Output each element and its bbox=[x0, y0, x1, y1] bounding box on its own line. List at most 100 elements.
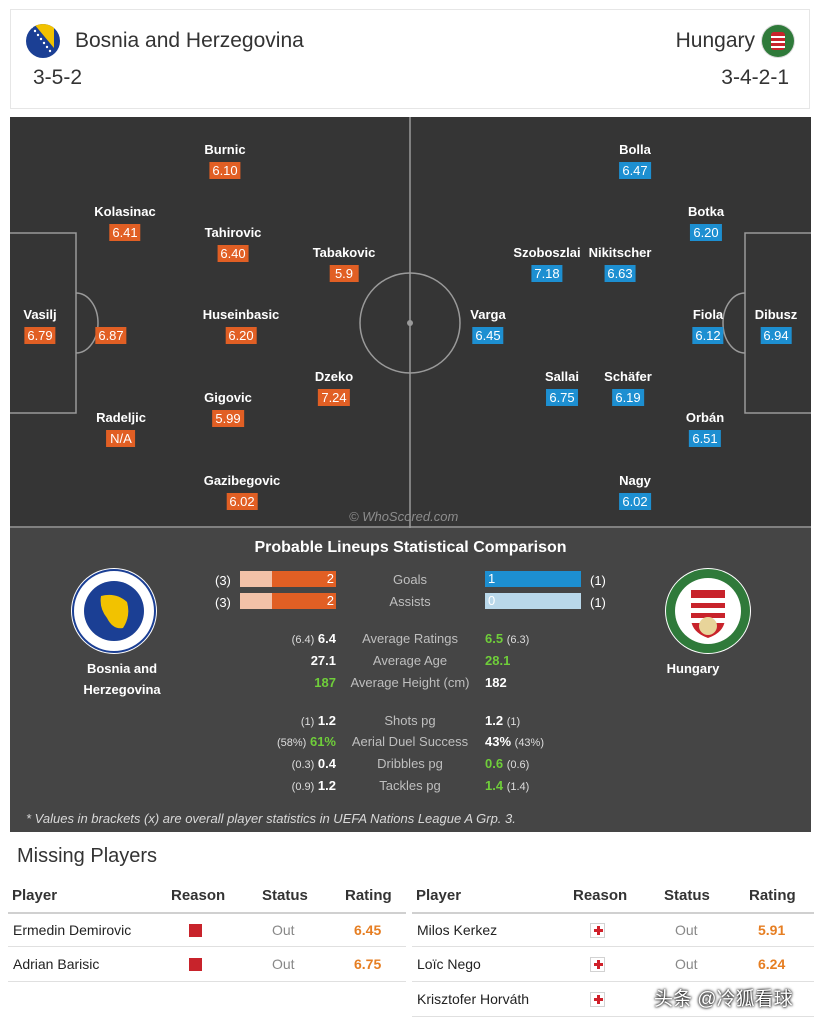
divider bbox=[8, 912, 406, 914]
home-col-player: Player bbox=[12, 887, 58, 904]
missing-player-name[interactable]: Milos Kerkez bbox=[417, 922, 498, 938]
away-crest-label: Hungary bbox=[666, 661, 720, 676]
comparison-title: Probable Lineups Statistical Comparison bbox=[254, 539, 567, 556]
missing-player-rating: 5.91 bbox=[758, 922, 786, 938]
hungary-crest-icon bbox=[665, 568, 751, 654]
divider bbox=[412, 981, 814, 982]
goals-home-bar: 2 bbox=[240, 571, 336, 587]
shots-label: Shots pg bbox=[384, 713, 436, 728]
away-player[interactable]: Schäfer 6.19 bbox=[604, 369, 652, 406]
whoscored-watermark: © WhoScored.com bbox=[349, 509, 459, 524]
tackles-label: Tackles pg bbox=[379, 778, 441, 793]
missing-player-status: Out bbox=[272, 956, 295, 972]
away-col-rating: Rating bbox=[749, 887, 796, 904]
aerial-away: 43% (43%) bbox=[485, 734, 544, 749]
away-player[interactable]: Bolla 6.47 bbox=[619, 142, 651, 179]
away-player[interactable]: Szoboszlai 7.18 bbox=[513, 245, 581, 282]
red-card-icon bbox=[189, 958, 202, 971]
away-player[interactable]: Nikitscher 6.63 bbox=[588, 245, 652, 282]
assists-away-value: 0 bbox=[488, 593, 496, 608]
home-player[interactable]: Tabakovic 5.9 bbox=[312, 245, 376, 282]
goals-home-bar-fill bbox=[271, 571, 336, 587]
missing-player-status: Out bbox=[272, 922, 295, 938]
shots-home: (1) 1.2 bbox=[300, 713, 336, 728]
away-team-name[interactable]: Hungary bbox=[675, 29, 755, 52]
divider bbox=[412, 912, 814, 914]
away-player[interactable]: Varga 6.45 bbox=[470, 307, 506, 344]
injury-icon bbox=[590, 923, 605, 938]
home-player[interactable]: Radeljic N/A bbox=[96, 410, 146, 447]
assists-home-bar: 2 bbox=[240, 593, 336, 609]
assists-home-bar-fill bbox=[271, 593, 336, 609]
hungary-crest-icon bbox=[761, 24, 795, 58]
age-label: Average Age bbox=[372, 653, 448, 668]
assists-away-overall: (1) bbox=[590, 595, 606, 610]
ratings-label: Average Ratings bbox=[362, 631, 458, 646]
home-player[interactable]: Gazibegovic 6.02 bbox=[203, 473, 281, 510]
missing-player-status: Out bbox=[675, 956, 698, 972]
shots-away: 1.2 (1) bbox=[485, 713, 521, 728]
goals-away-value: 1 bbox=[488, 571, 496, 586]
away-player[interactable]: Orbán 6.51 bbox=[685, 410, 725, 447]
ratings-away: 6.5 (6.3) bbox=[485, 631, 530, 646]
home-player[interactable]: Gigovic 5.99 bbox=[204, 390, 252, 427]
away-col-reason: Reason bbox=[573, 887, 628, 904]
goals-home-value: 2 bbox=[326, 571, 334, 586]
home-col-status: Status bbox=[262, 887, 308, 904]
home-player[interactable]: Burnic 6.10 bbox=[204, 142, 246, 179]
goals-label: Goals bbox=[393, 572, 427, 587]
age-away: 28.1 bbox=[485, 653, 511, 668]
goals-away-bar: 1 bbox=[485, 571, 581, 587]
assists-away-bar: 0 bbox=[485, 593, 581, 609]
tackles-home: (0.9) 1.2 bbox=[291, 778, 336, 793]
away-col-status: Status bbox=[664, 887, 710, 904]
injury-icon bbox=[590, 957, 605, 972]
missing-player-name[interactable]: Adrian Barisic bbox=[13, 956, 100, 972]
missing-player-rating: 6.75 bbox=[354, 956, 382, 972]
missing-player-name[interactable]: Loïc Nego bbox=[417, 956, 481, 972]
away-col-player: Player bbox=[416, 887, 462, 904]
assists-home-overall: (3) bbox=[215, 595, 231, 610]
home-player[interactable]: Vasilj 6.79 bbox=[23, 307, 57, 344]
missing-player-name[interactable]: Krisztofer Horváth bbox=[417, 991, 530, 1007]
home-player[interactable]: Dzeko 7.24 bbox=[314, 369, 354, 406]
goals-home-overall: (3) bbox=[215, 573, 231, 588]
site-watermark: 头条 @冷狐看球 bbox=[654, 989, 793, 1010]
away-player[interactable]: Nagy 6.02 bbox=[619, 473, 651, 510]
divider bbox=[8, 981, 406, 982]
height-label: Average Height (cm) bbox=[350, 675, 470, 690]
home-player[interactable]: Kolasinac 6.41 bbox=[94, 204, 156, 241]
missing-player-status: Out bbox=[675, 922, 698, 938]
injury-icon bbox=[590, 992, 605, 1007]
home-player[interactable]: Tahirovic 6.40 bbox=[204, 225, 262, 262]
home-col-reason: Reason bbox=[171, 887, 226, 904]
home-team-name[interactable]: Bosnia and Herzegovina bbox=[75, 29, 304, 52]
missing-players-title: Missing Players bbox=[17, 845, 158, 867]
divider bbox=[8, 946, 406, 947]
away-player[interactable]: Dibusz 6.94 bbox=[754, 307, 798, 344]
height-home: 187 bbox=[314, 675, 336, 690]
away-player[interactable]: Fiola 6.12 bbox=[692, 307, 724, 344]
missing-player-rating: 6.24 bbox=[758, 956, 786, 972]
height-away: 182 bbox=[485, 675, 507, 690]
red-card-icon bbox=[189, 924, 202, 937]
match-header: Bosnia and Herzegovina 3-5-2 Hungary 3-4… bbox=[10, 9, 810, 109]
age-home: 27.1 bbox=[310, 653, 336, 668]
lineup-pitch: Vasilj 6.79 6.87 Kolasinac 6.41 Radeljic… bbox=[10, 117, 811, 528]
home-formation: 3-5-2 bbox=[33, 66, 83, 89]
home-player[interactable]: 6.87 bbox=[95, 307, 127, 345]
stat-comparison-panel: Probable Lineups Statistical Comparison … bbox=[10, 528, 811, 832]
away-player[interactable]: Botka 6.20 bbox=[687, 204, 725, 241]
goals-away-bar-fill bbox=[485, 571, 581, 587]
dribbles-away: 0.6 (0.6) bbox=[485, 756, 530, 771]
bosnia-flag-icon bbox=[26, 24, 60, 58]
away-formation: 3-4-2-1 bbox=[721, 66, 789, 89]
divider bbox=[412, 1016, 814, 1017]
missing-player-name[interactable]: Ermedin Demirovic bbox=[13, 922, 132, 938]
home-player[interactable]: Huseinbasic 6.20 bbox=[202, 307, 280, 344]
away-player[interactable]: Sallai 6.75 bbox=[545, 369, 579, 406]
comparison-footnote: * Values in brackets (x) are overall pla… bbox=[26, 811, 516, 826]
aerial-label: Aerial Duel Success bbox=[351, 734, 469, 749]
goals-away-overall: (1) bbox=[590, 573, 606, 588]
aerial-home: (58%) 61% bbox=[277, 734, 336, 749]
